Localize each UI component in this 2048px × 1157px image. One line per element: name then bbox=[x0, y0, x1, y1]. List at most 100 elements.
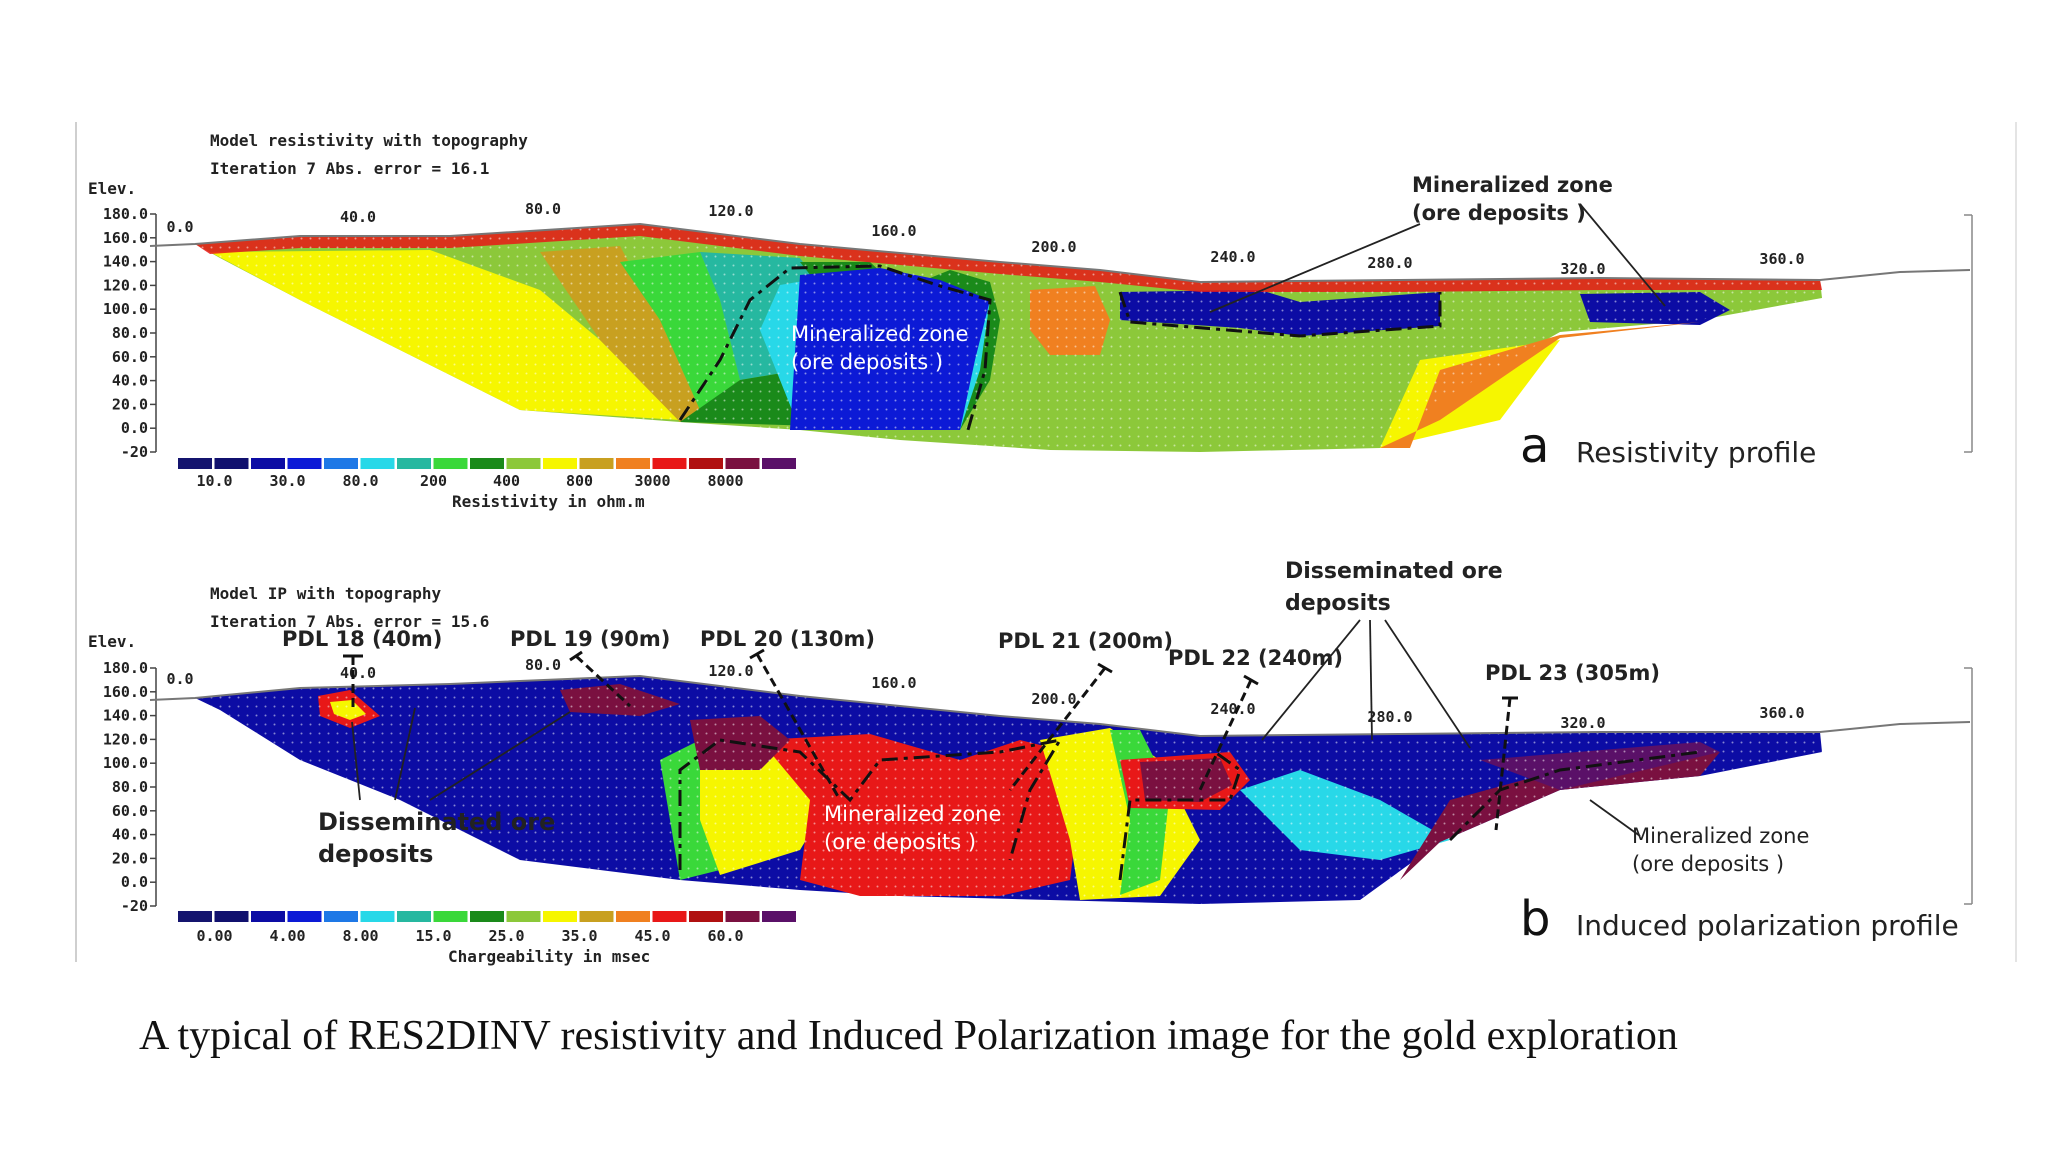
figure-caption: A typical of RES2DINV resistivity and In… bbox=[139, 1013, 1678, 1059]
resistivity-legend: 10.0 30.0 80.0 200 400 800 3000 8000 bbox=[178, 458, 796, 490]
legend-value-label: 4.00 bbox=[269, 927, 305, 945]
panel-a-right-scale bbox=[1964, 214, 1973, 453]
legend-value-label: 35.0 bbox=[561, 927, 597, 945]
panel-b-title: Induced polarization profile bbox=[1576, 909, 1959, 942]
legend-value-label: 60.0 bbox=[707, 927, 743, 945]
panel-b-header-line2: Iteration 7 Abs. error = 15.6 bbox=[210, 612, 489, 631]
legend-swatch bbox=[324, 458, 358, 469]
y-tick-label: 160.0 bbox=[103, 683, 148, 701]
y-tick-label: 20.0 bbox=[112, 849, 148, 867]
disseminated-left-line2: deposits bbox=[318, 840, 433, 868]
legend-swatch bbox=[689, 911, 723, 922]
legend-swatch bbox=[543, 911, 577, 922]
legend-value-label: 45.0 bbox=[634, 927, 670, 945]
legend-swatch bbox=[616, 911, 650, 922]
legend-value-label: 30.0 bbox=[269, 472, 305, 490]
y-tick-label: 60.0 bbox=[112, 802, 148, 820]
legend-swatch bbox=[616, 458, 650, 469]
drillhole-pdl-18: PDL 18 (40m) bbox=[282, 627, 442, 712]
resistivity-topography-line bbox=[149, 222, 1971, 284]
legend-value-label: 0.00 bbox=[196, 927, 232, 945]
panel-a-header-line2: Iteration 7 Abs. error = 16.1 bbox=[210, 159, 489, 178]
panel-a-letter: a bbox=[1520, 418, 1549, 474]
legend-value-label: 3000 bbox=[634, 472, 670, 490]
disseminated-top-arrow-1 bbox=[1261, 619, 1361, 741]
legend-swatch bbox=[397, 911, 431, 922]
panel-a-header-line1: Model resistivity with topography bbox=[210, 131, 528, 150]
y-tick-label: 160.0 bbox=[103, 229, 148, 247]
panel-a-y-axis: 180.0 160.0 140.0 120.0 100.0 80.0 60.0 40.0 20.… bbox=[103, 205, 157, 461]
ip-zone-right-line2: (ore deposits ) bbox=[1632, 852, 1784, 876]
disseminated-left-arrow-3 bbox=[429, 711, 571, 801]
x-tick-label: 320.0 bbox=[1560, 714, 1605, 732]
panel-a-callout-arrow-right bbox=[1579, 203, 1666, 307]
panel-b-x-axis: 0.0 40.0 80.0 120.0 160.0 200.0 240.0 280.0 320.… bbox=[166, 656, 1804, 732]
legend-swatch bbox=[725, 911, 760, 922]
y-tick-label: 40.0 bbox=[112, 826, 148, 844]
y-tick-label: 180.0 bbox=[103, 659, 148, 677]
x-tick-label: 80.0 bbox=[525, 200, 561, 218]
y-tick-label: 120.0 bbox=[103, 276, 148, 294]
y-tick-label: 100.0 bbox=[103, 754, 148, 772]
legend-swatch bbox=[470, 911, 504, 922]
panel-a-inside-zone-line1: Mineralized zone bbox=[791, 322, 968, 346]
ip-panel: Model IP with topography Iteration 7 Abs… bbox=[88, 559, 1973, 966]
disseminated-top-arrow-2 bbox=[1369, 619, 1373, 741]
legend-swatch bbox=[287, 911, 322, 922]
legend-swatch bbox=[360, 458, 395, 469]
drillhole-label-pdl-22: PDL 22 (240m) bbox=[1168, 646, 1343, 670]
resistivity-panel: Model resistivity with topography Iterat… bbox=[88, 131, 1973, 511]
panel-a-x-axis: 0.0 40.0 80.0 120.0 160.0 200.0 240.0 280.0 320.… bbox=[166, 200, 1804, 278]
panel-a-elev-label: Elev. bbox=[88, 179, 136, 198]
resistivity-legend-title: Resistivity in ohm.m bbox=[452, 492, 645, 511]
drillhole-label-pdl-20: PDL 20 (130m) bbox=[700, 627, 875, 651]
legend-value-label: 400 bbox=[493, 472, 520, 490]
chargeability-legend: 0.00 4.00 8.00 15.0 25.0 35.0 45.0 60.0 bbox=[178, 911, 796, 945]
disseminated-top-arrow-3 bbox=[1384, 619, 1471, 749]
legend-swatch bbox=[433, 458, 468, 469]
x-tick-label: 120.0 bbox=[708, 202, 753, 220]
legend-value-label: 800 bbox=[566, 472, 593, 490]
drillhole-label-pdl-19: PDL 19 (90m) bbox=[510, 627, 670, 651]
ip-zone-outline-1 bbox=[678, 737, 1064, 870]
y-tick-label: 140.0 bbox=[103, 707, 148, 725]
x-tick-label: 280.0 bbox=[1367, 708, 1412, 726]
y-tick-label: 60.0 bbox=[112, 348, 148, 366]
panel-a-callout-arrow-left bbox=[1209, 223, 1421, 313]
legend-swatch bbox=[689, 458, 723, 469]
y-tick-label: -20 bbox=[121, 443, 148, 461]
legend-swatch bbox=[506, 458, 541, 469]
drillhole-pdl-22: PDL 22 (240m) bbox=[1168, 646, 1343, 791]
legend-swatch bbox=[543, 458, 577, 469]
legend-value-label: 8000 bbox=[707, 472, 743, 490]
drillhole-pdl-23: PDL 23 (305m) bbox=[1485, 661, 1660, 831]
ip-zone-center-line2: (ore deposits ) bbox=[824, 830, 976, 854]
y-tick-label: 40.0 bbox=[112, 372, 148, 390]
legend-swatch bbox=[579, 458, 614, 469]
panel-a-title: Resistivity profile bbox=[1576, 436, 1816, 469]
x-tick-label: 360.0 bbox=[1759, 704, 1804, 722]
legend-value-label: 15.0 bbox=[415, 927, 451, 945]
legend-value-label: 80.0 bbox=[342, 472, 378, 490]
chargeability-legend-title: Chargeability in msec bbox=[448, 947, 650, 966]
legend-swatch bbox=[178, 911, 212, 922]
y-tick-label: 20.0 bbox=[112, 395, 148, 413]
legend-swatch bbox=[762, 911, 796, 922]
drillhole-label-pdl-18: PDL 18 (40m) bbox=[282, 627, 442, 651]
disseminated-left-arrow-2 bbox=[394, 707, 416, 801]
drillhole-pdl-20: PDL 20 (130m) bbox=[700, 627, 875, 801]
legend-swatch bbox=[470, 458, 504, 469]
panel-b-letter: b bbox=[1520, 891, 1550, 947]
x-tick-label: 120.0 bbox=[708, 662, 753, 680]
legend-swatch bbox=[652, 911, 687, 922]
legend-value-label: 200 bbox=[420, 472, 447, 490]
x-tick-label: 200.0 bbox=[1031, 690, 1076, 708]
y-tick-label: 100.0 bbox=[103, 300, 148, 318]
panel-b-right-scale bbox=[1964, 667, 1973, 905]
legend-swatch bbox=[214, 458, 249, 469]
y-tick-label: 140.0 bbox=[103, 253, 148, 271]
legend-swatch bbox=[251, 458, 285, 469]
disseminated-top-line2: deposits bbox=[1285, 591, 1391, 616]
legend-swatch bbox=[433, 911, 468, 922]
